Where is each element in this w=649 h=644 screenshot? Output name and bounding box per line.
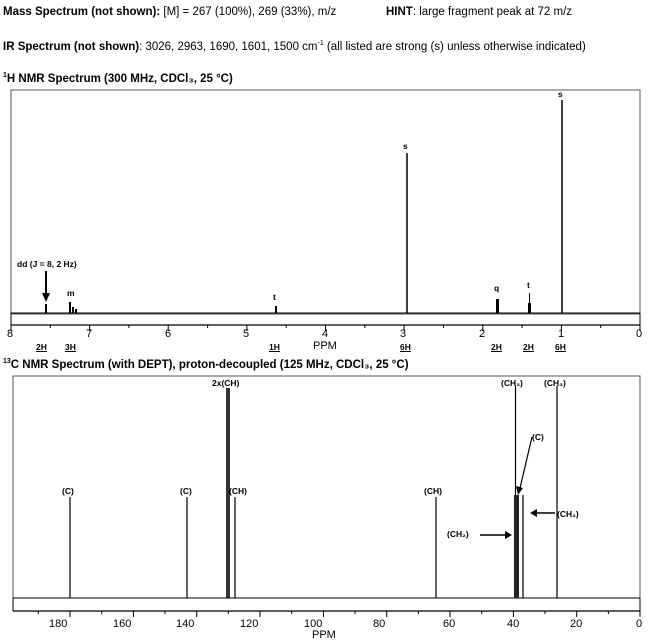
c-tick-80: 80 — [373, 618, 386, 630]
c-xlabel-ppm: PPM — [312, 629, 336, 641]
ir-sup: -1 — [317, 40, 324, 47]
h-tick-5: 5 — [243, 328, 250, 340]
peak-7.27 — [69, 302, 71, 313]
c-tick-140: 140 — [176, 618, 195, 630]
h-nmr-title-text: H NMR Spectrum (300 MHz, CDCl₃, 25 °C) — [6, 72, 233, 85]
c-nmr-title: 13C NMR Spectrum (with DEPT), proton-dec… — [3, 358, 409, 371]
c-tick-160: 160 — [113, 618, 132, 630]
label-2xch: 2x(CH) — [212, 378, 240, 388]
c-tick-20: 20 — [570, 618, 583, 630]
peak-39-cluster — [514, 495, 519, 598]
h-nmr-title: 1H NMR Spectrum (300 MHz, CDCl₃, 25 °C) — [3, 72, 233, 85]
c-tick-120: 120 — [240, 618, 259, 630]
h-tick-7: 7 — [86, 328, 93, 340]
label-s1: s — [403, 141, 408, 151]
label-ch2-a: (CH₂) — [447, 529, 469, 539]
integration-2h-b: 2H — [491, 342, 502, 352]
peak-1.42 — [528, 303, 531, 313]
label-c-177: (C) — [62, 486, 74, 496]
h-nmr-frame — [10, 89, 641, 315]
c-nmr-peaks — [69, 386, 558, 598]
h-tick-6: 6 — [165, 328, 172, 340]
label-t1: t — [273, 292, 276, 302]
mass-label: Mass Spectrum (not shown): — [3, 6, 161, 18]
quaternary-arrow-icon — [519, 436, 533, 489]
h-tick-8: 8 — [7, 328, 14, 340]
ir-value: : 3026, 2963, 1690, 1601, 1500 cm — [139, 40, 318, 53]
integration-2h-c: 2H — [523, 342, 534, 352]
label-s2: s — [558, 89, 563, 99]
label-ch3-b: (CH₃) — [544, 378, 566, 388]
label-t2: t — [527, 280, 530, 290]
h-xlabel-ppm: PPM — [313, 340, 337, 352]
label-dd: dd (J = 8, 2 Hz) — [17, 259, 77, 269]
c-tick-40: 40 — [507, 618, 520, 630]
h-nmr-sup: 1 — [3, 72, 7, 79]
peak-4.66 — [275, 306, 277, 313]
label-c-quaternary: (C) — [532, 432, 544, 442]
label-m: m — [67, 288, 75, 298]
integration-1h: 1H — [269, 342, 280, 352]
h-tick-3: 3 — [400, 328, 407, 340]
ir-spectrum-line: IR Spectrum (not shown): 3026, 2963, 169… — [3, 40, 586, 53]
label-ch-126: (CH) — [229, 486, 247, 496]
label-q: q — [494, 283, 500, 293]
label-ch2-b: (CH₂) — [557, 509, 579, 519]
h-tick-4: 4 — [322, 328, 329, 340]
hint-line: HINT: large fragment peak at 72 m/z — [386, 6, 572, 18]
integration-3h: 3H — [65, 342, 76, 352]
c-tick-180: 180 — [49, 618, 68, 630]
c-tick-0: 0 — [636, 618, 643, 630]
integration-2h-a: 2H — [36, 342, 47, 352]
label-ch-63: (CH) — [424, 486, 442, 496]
h-tick-0: 0 — [636, 328, 643, 340]
peak-7.55 — [45, 304, 47, 313]
integration-6h-b: 6H — [555, 342, 566, 352]
c-nmr-frame — [12, 375, 641, 599]
label-ch3-a: (CH₃) — [501, 378, 523, 388]
mass-value: [M] = 267 (100%), 269 (33%), m/z — [163, 6, 337, 18]
h-tick-1: 1 — [558, 328, 565, 340]
hint-value: : large fragment peak at 72 m/z — [412, 6, 573, 18]
c-tick-60: 60 — [443, 618, 456, 630]
h-tick-2: 2 — [479, 328, 486, 340]
c-nmr-sup: 13 — [3, 358, 11, 365]
mass-spectrum-line: Mass Spectrum (not shown): [M] = 267 (10… — [3, 6, 336, 18]
ir-note: (all listed are strong (s) unless otherw… — [323, 40, 586, 53]
integration-6h-a: 6H — [400, 342, 411, 352]
ir-label: IR Spectrum (not shown) — [3, 40, 140, 53]
peak-1.83 — [496, 299, 499, 313]
hint-label: HINT — [386, 6, 413, 18]
label-c-141: (C) — [180, 486, 192, 496]
c-nmr-title-text: C NMR Spectrum (with DEPT), proton-decou… — [10, 358, 409, 371]
h-nmr-peaks — [45, 100, 563, 313]
c-tick-100: 100 — [304, 618, 323, 630]
